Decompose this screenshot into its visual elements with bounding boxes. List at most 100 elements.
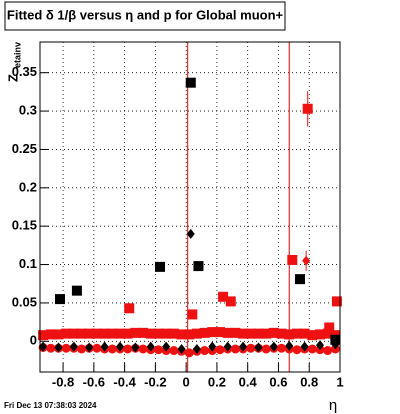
square-marker (76, 328, 87, 339)
circle-marker (277, 343, 287, 353)
circle-marker (153, 345, 163, 355)
diamond-marker (192, 343, 201, 354)
diamond-marker (239, 341, 248, 352)
square-marker (68, 328, 79, 339)
square-marker (122, 328, 133, 339)
footer: Fri Dec 13 07:38:03 2024 (4, 401, 97, 410)
circle-marker (169, 346, 179, 356)
diamond-marker (300, 341, 309, 352)
circle-marker (323, 346, 333, 356)
y-axis-label: Z (5, 74, 20, 82)
x-tick-label: 0.4 (239, 374, 258, 389)
square-marker (207, 327, 218, 338)
square-marker (253, 328, 264, 339)
square-marker (145, 328, 156, 339)
circle-marker (92, 343, 102, 353)
square-marker (191, 328, 202, 339)
square-marker (268, 327, 279, 338)
circle-marker (107, 344, 117, 354)
square-marker (161, 328, 172, 339)
diamond-marker (100, 341, 109, 352)
y-tick-label: 0.3 (19, 103, 37, 118)
square-marker (222, 327, 233, 338)
square-marker (61, 328, 72, 339)
square-marker (322, 328, 333, 339)
y-tick-label: 0.35 (12, 64, 37, 79)
diamond-marker (85, 342, 94, 353)
square-marker (187, 309, 198, 320)
square-marker (168, 328, 179, 339)
x-tick-label: -0.2 (144, 374, 166, 389)
diamond-marker (131, 342, 140, 353)
diamond-marker (269, 341, 278, 352)
circle-marker (46, 343, 56, 353)
square-marker (193, 261, 204, 272)
square-marker (115, 328, 125, 339)
x-tick-label: 0.6 (269, 374, 287, 389)
diamond-marker (69, 341, 78, 352)
diamond-marker (254, 342, 263, 353)
x-tick-label: 0 (183, 374, 190, 389)
square-marker (302, 103, 313, 114)
x-tick-label: -0.6 (83, 374, 105, 389)
square-marker (124, 303, 135, 314)
diamond-marker (54, 342, 63, 353)
square-marker (261, 328, 272, 339)
square-marker (53, 329, 64, 340)
circle-marker (184, 348, 194, 358)
square-marker (91, 328, 102, 339)
y-tick-label: 0.05 (12, 294, 37, 309)
x-axis-label: η (329, 397, 337, 414)
y-axis-label-sub: etainv (12, 42, 22, 68)
y-tick-label: 0.15 (12, 218, 37, 233)
circle-marker (61, 343, 71, 353)
diamond-marker (285, 340, 294, 351)
square-marker (176, 329, 187, 340)
square-marker (225, 296, 236, 307)
square-marker (153, 328, 164, 339)
square-marker (291, 328, 302, 339)
circle-marker (200, 346, 210, 356)
diamond-marker (146, 341, 155, 352)
circle-marker (230, 344, 240, 354)
square-marker (55, 294, 65, 305)
square-marker (238, 328, 249, 339)
square-marker (230, 327, 241, 338)
circle-marker (138, 344, 148, 354)
y-tick-label: 0.1 (19, 256, 37, 271)
diamond-marker (223, 341, 232, 352)
circle-marker (215, 345, 225, 355)
square-marker (99, 328, 110, 339)
diamond-marker (208, 341, 217, 352)
diamond-marker (39, 341, 48, 352)
square-marker (130, 327, 141, 338)
square-marker (324, 322, 335, 333)
x-tick-label: 0.8 (300, 374, 318, 389)
square-marker (38, 330, 49, 341)
square-marker (84, 328, 95, 339)
circle-marker (123, 344, 133, 354)
square-marker (295, 274, 305, 285)
square-marker (107, 328, 118, 339)
y-tick-label: 0.2 (19, 179, 37, 194)
square-marker (315, 329, 325, 340)
circle-marker (292, 345, 302, 355)
x-tick-label: -0.4 (113, 374, 136, 389)
square-marker (287, 254, 298, 265)
square-marker (299, 328, 310, 339)
x-tick-label: -0.8 (52, 374, 74, 389)
square-marker (284, 329, 295, 340)
circle-marker (307, 344, 317, 354)
circle-marker (261, 344, 271, 354)
x-tick-label: 0.2 (208, 374, 226, 389)
square-marker (71, 285, 82, 296)
square-marker (330, 334, 341, 345)
square-marker (307, 330, 318, 341)
square-marker (331, 296, 342, 307)
chart-title: Fitted δ 1/β versus η and p for Global m… (7, 7, 284, 22)
y-tick-label: 0.25 (12, 141, 37, 156)
y-tick-label: 0 (30, 333, 37, 348)
diamond-marker (316, 340, 324, 351)
diamond-marker (177, 343, 186, 354)
